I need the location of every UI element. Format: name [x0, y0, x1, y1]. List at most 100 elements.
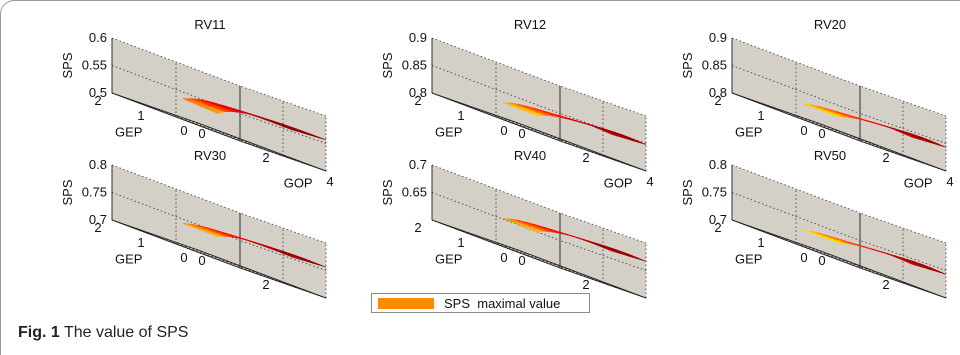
y-tick-label: 0: [180, 250, 187, 265]
x-tick-label: 0: [198, 126, 205, 141]
axis-line: [817, 249, 947, 299]
side-pane: [860, 86, 946, 171]
chart-canvas: 0240120.50.550.6GOPGEPSPSRV110240120.80.…: [60, 17, 954, 299]
x-tick-label: 0: [518, 126, 525, 141]
grid-line: [431, 65, 561, 114]
y-tick-label: 2: [714, 220, 721, 235]
y-axis-label: GEP: [435, 252, 462, 267]
grid-line: [731, 164, 861, 214]
y-tick-label: 1: [457, 108, 464, 123]
z-tick-label: 0.8: [89, 157, 107, 172]
x-tick-label: 0: [518, 253, 525, 268]
y-axis-label: GEP: [435, 125, 462, 140]
side-pane: [860, 213, 946, 298]
z-axis-label: SPS: [680, 52, 695, 78]
y-axis-label: GEP: [735, 125, 762, 140]
z-tick-label: 0.9: [709, 30, 727, 45]
axis-line: [197, 249, 327, 299]
grid-line: [154, 107, 284, 157]
z-tick-label: 0.5: [89, 85, 107, 100]
legend-label: SPS maximal value: [444, 296, 561, 311]
side-pane: [560, 213, 646, 298]
axis-line: [731, 219, 861, 269]
z-axis-label: SPS: [60, 52, 75, 78]
grid-line: [731, 65, 861, 114]
grid-line: [474, 107, 604, 157]
surface-patch: [932, 141, 947, 148]
z-tick-label: 0.85: [402, 58, 427, 73]
grid-line: [474, 234, 604, 284]
x-tick-label: 2: [882, 277, 889, 292]
chart-title: RV40: [514, 148, 546, 163]
chart-title: RV50: [814, 148, 846, 163]
side-pane: [240, 86, 326, 171]
axis-line: [431, 219, 561, 269]
x-axis-label: GOP: [604, 176, 633, 191]
y-tick-label: 1: [137, 235, 144, 250]
z-tick-label: 0.8: [709, 85, 727, 100]
axis-line: [431, 92, 561, 142]
y-tick-label: 1: [137, 108, 144, 123]
z-tick-label: 0.55: [82, 58, 107, 73]
y-tick-label: 2: [714, 93, 721, 108]
z-axis-label: SPS: [380, 52, 395, 78]
z-tick-label: 0.9: [409, 30, 427, 45]
z-tick-label: 0.75: [82, 185, 107, 200]
legend-swatch: [378, 298, 434, 309]
surface-patch: [312, 262, 327, 268]
axis-line: [239, 140, 327, 172]
axis-line: [517, 249, 647, 299]
x-tick-label: 2: [882, 150, 889, 165]
side-pane: [240, 213, 326, 298]
grid-line: [774, 107, 904, 157]
axis-line: [197, 122, 327, 172]
y-tick-label: 2: [414, 93, 421, 108]
x-tick-label: 2: [262, 277, 269, 292]
axis-line: [817, 122, 947, 172]
axis-line: [111, 92, 241, 142]
surface-patch: [312, 134, 327, 141]
chart-title: RV12: [514, 17, 546, 32]
grid-line: [111, 192, 241, 241]
z-tick-label: 0.7: [409, 157, 427, 172]
y-tick-label: 0: [180, 123, 187, 138]
caption-text: The value of SPS: [63, 324, 189, 341]
grid-line: [111, 37, 241, 87]
surface-patch: [632, 256, 647, 262]
x-tick-label: 0: [818, 253, 825, 268]
y-tick-label: 0: [500, 250, 507, 265]
chart-title: RV11: [194, 17, 225, 32]
axis-line: [559, 140, 647, 172]
x-tick-label: 2: [582, 150, 589, 165]
grid-line: [154, 234, 284, 284]
y-tick-label: 0: [500, 123, 507, 138]
axis-line: [859, 267, 947, 299]
x-tick-label: 4: [646, 174, 653, 189]
axis-line: [859, 140, 947, 172]
x-tick-label: 2: [582, 277, 589, 292]
z-tick-label: 0.85: [702, 58, 727, 73]
grid-line: [731, 37, 861, 87]
z-tick-label: 0.8: [409, 85, 427, 100]
x-axis-label: GOP: [904, 176, 933, 191]
legend: SPS maximal value: [371, 293, 590, 313]
x-tick-label: 0: [818, 126, 825, 141]
x-tick-label: 2: [262, 150, 269, 165]
axis-line: [517, 122, 647, 172]
grid-line: [111, 65, 241, 114]
axis-line: [239, 267, 327, 299]
y-axis-label: GEP: [115, 252, 142, 267]
grid-line: [731, 192, 861, 241]
chart-title: RV20: [814, 17, 846, 32]
grid-line: [774, 234, 904, 284]
x-tick-label: 4: [946, 174, 953, 189]
y-tick-label: 1: [457, 235, 464, 250]
z-tick-label: 0.75: [702, 185, 727, 200]
z-tick-label: 0.7: [709, 212, 727, 227]
